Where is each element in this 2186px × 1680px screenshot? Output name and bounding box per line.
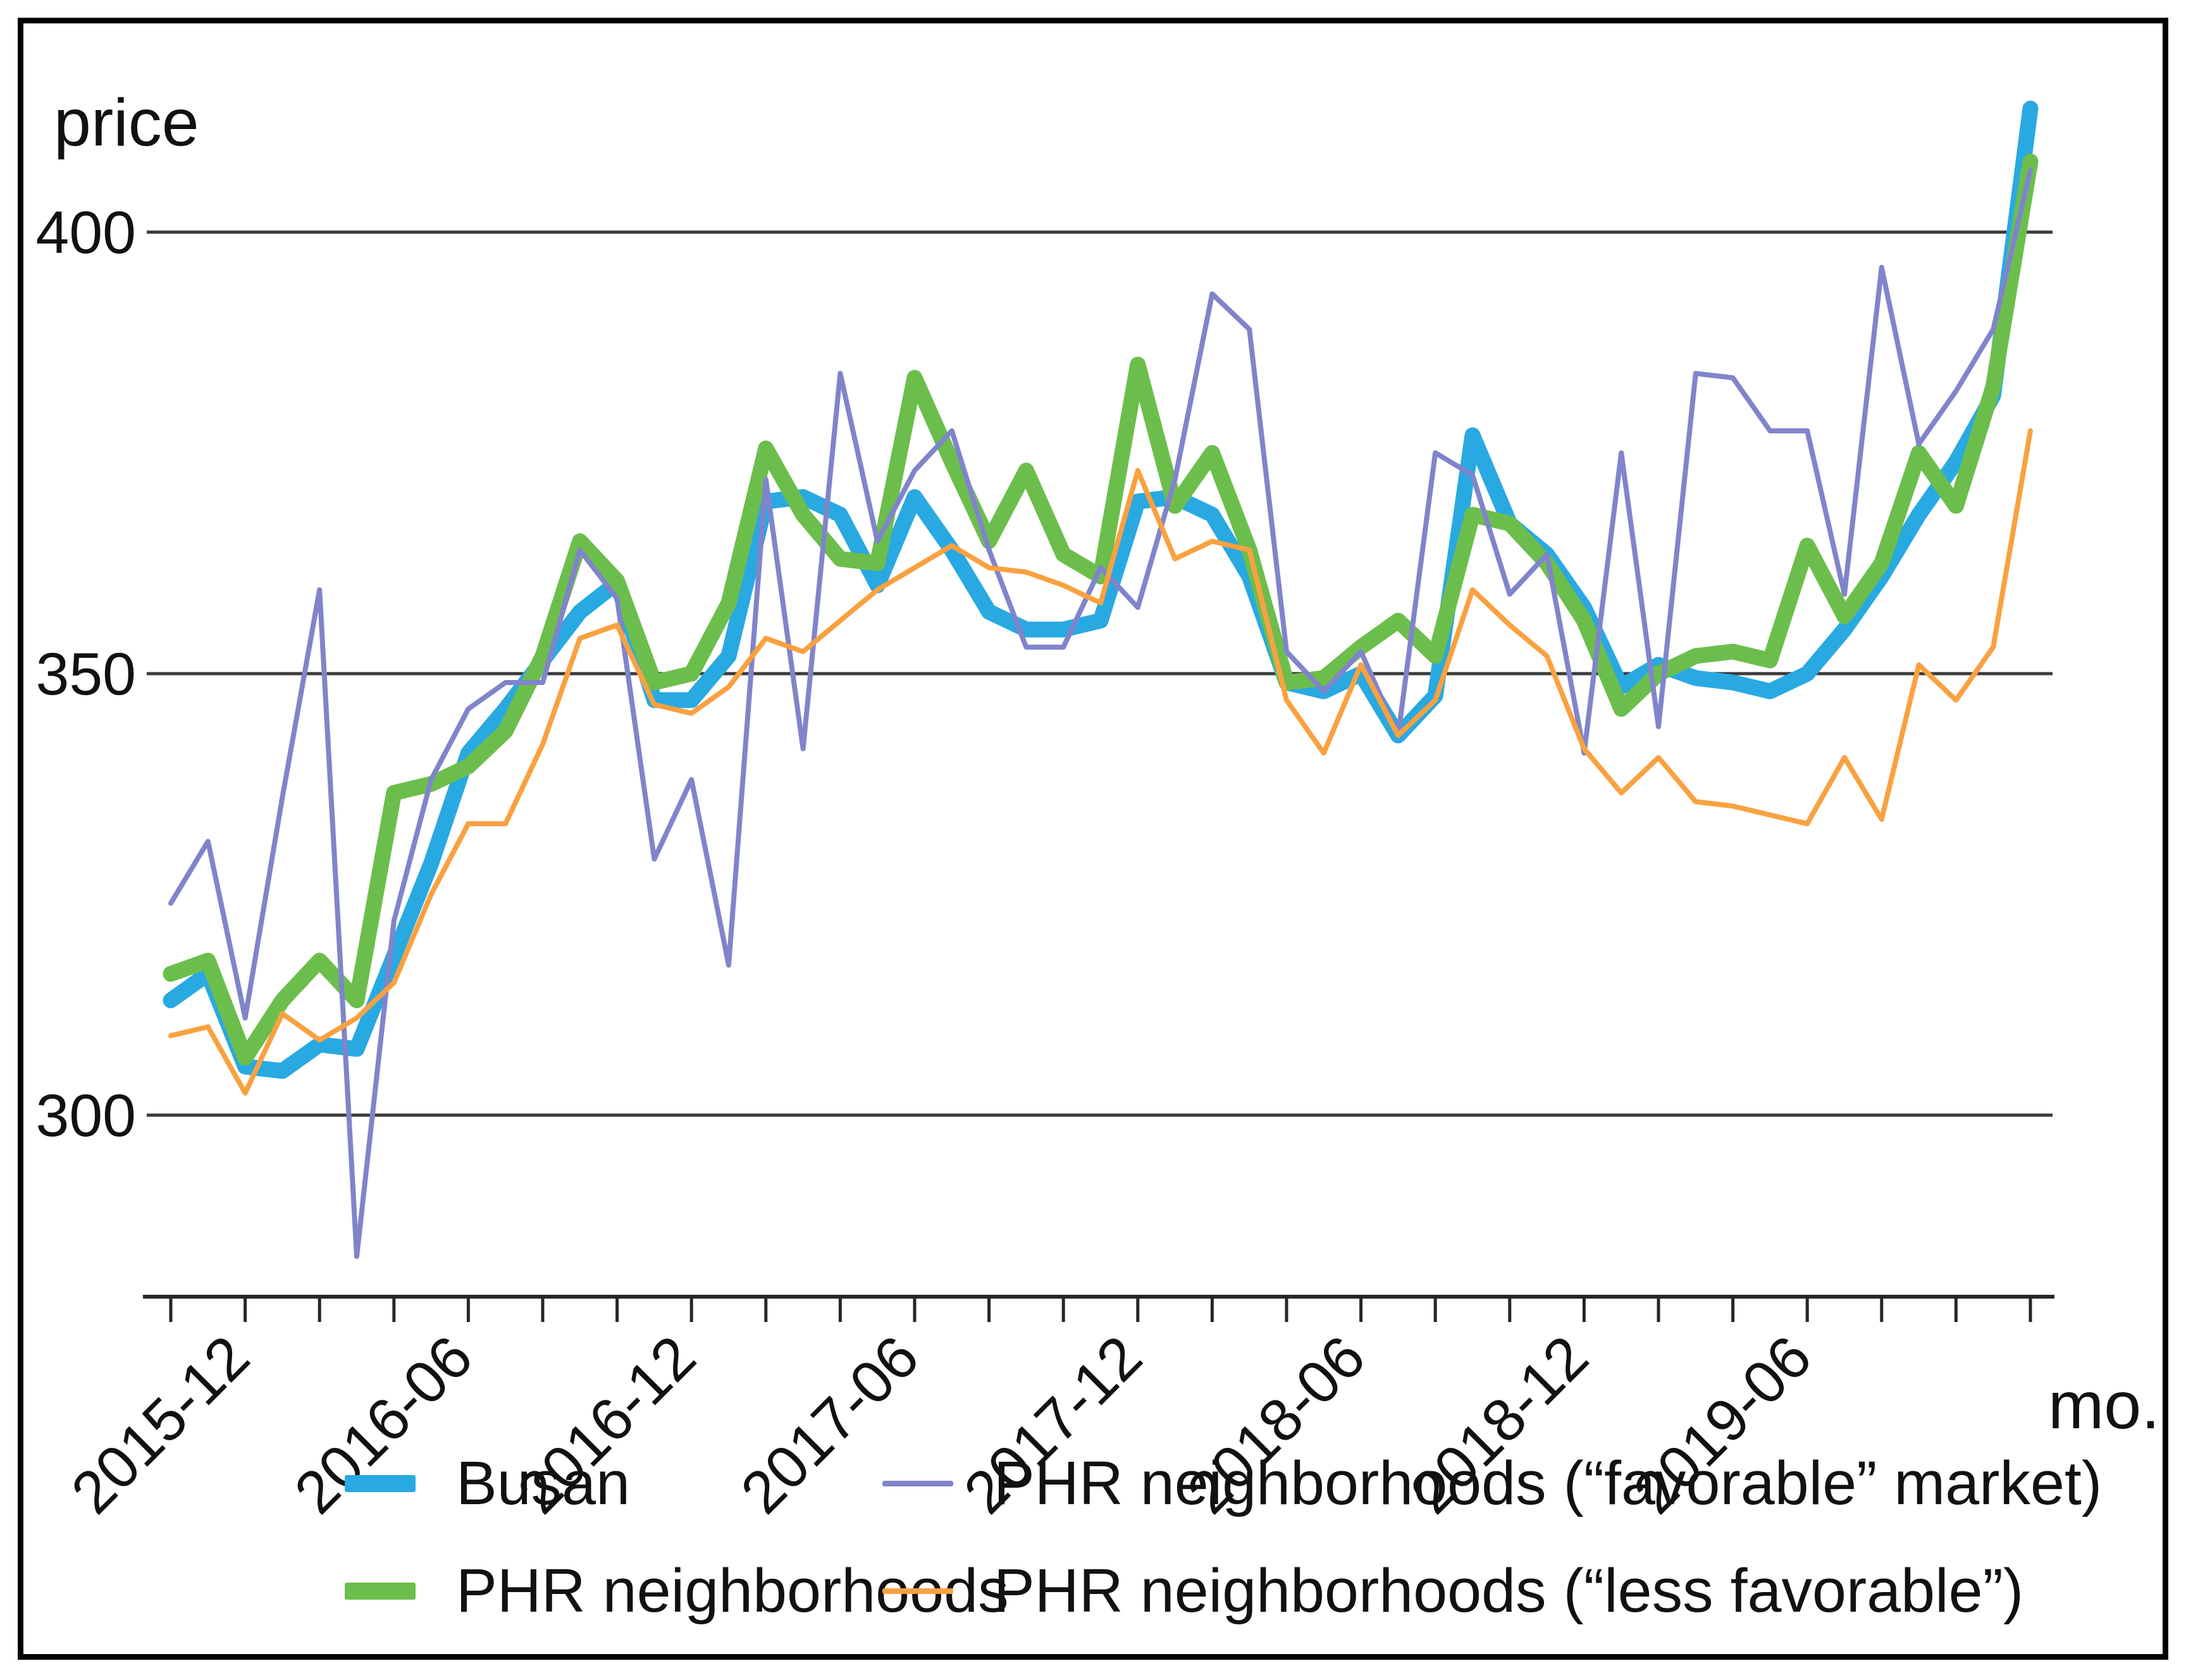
y-axis-title: price <box>54 85 199 160</box>
busan-line-swatch <box>345 1474 416 1492</box>
y-tick-label-300: 300 <box>35 1082 136 1149</box>
legend-label-phr-less-favorable: PHR neighborhoods (“less favorable”) <box>994 1556 2024 1625</box>
x-axis-title: mo. <box>2048 1368 2160 1443</box>
series-line-phr-less-favorable <box>168 428 2033 1096</box>
legend-item-phr-favorable: PHR neighborhoods (“favorable” market) <box>882 1448 2102 1519</box>
y-tick-label-350: 350 <box>35 641 136 708</box>
chart-legend: Busan PHR neighborhoods (“favorable” mar… <box>345 1448 2102 1626</box>
page-border <box>18 18 2168 1660</box>
phr-favorable-line-swatch <box>882 1480 953 1486</box>
phr-less-favorable-line-swatch <box>882 1588 953 1594</box>
legend-item-phr-neighborhoods: PHR neighborhoods <box>345 1555 1009 1626</box>
phr-neighborhoods-line-swatch <box>345 1582 416 1600</box>
legend-label-phr-favorable: PHR neighborhoods (“favorable” market) <box>994 1448 2103 1517</box>
x-tick-label-2015-12: 2015-12 <box>59 1323 262 1526</box>
series-line-phr-favorable <box>168 168 2033 1259</box>
legend-item-busan: Busan <box>345 1448 882 1519</box>
legend-label-busan: Busan <box>456 1448 631 1517</box>
legend-item-phr-less-favorable: PHR neighborhoods (“less favorable”) <box>882 1555 2102 1626</box>
y-tick-label-400: 400 <box>35 199 136 266</box>
series-line-busan <box>163 101 2039 1079</box>
series-line-phr-neighborhoods <box>163 153 2039 1066</box>
